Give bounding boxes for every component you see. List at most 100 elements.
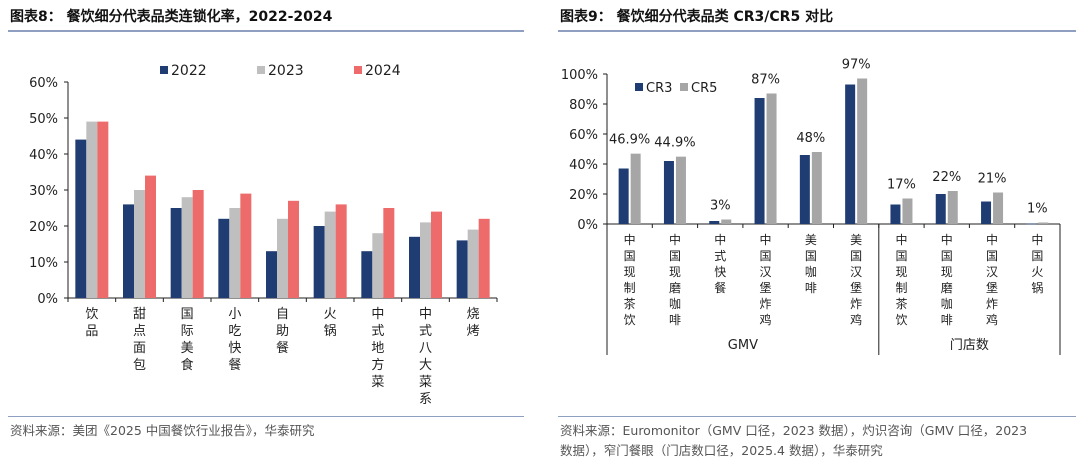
legend-swatch-2024 <box>354 66 362 74</box>
y-tick-label: 40% <box>29 148 58 163</box>
x-tick-label: 饮品 <box>85 307 98 339</box>
x-tick-label: 中国汉堡炸鸡 <box>986 232 998 327</box>
y-tick-label: 100% <box>561 68 598 83</box>
source-note-right: 资料来源：Euromonitor（GMV 口径，2023 数据），灼识咨询（GM… <box>560 423 1028 458</box>
bar-2022-9 <box>456 240 468 298</box>
x-tick-label: 中国汉堡炸鸡 <box>760 232 772 327</box>
bar-2024-9 <box>478 218 490 298</box>
bar-2024-2 <box>145 175 156 298</box>
bar-CR5-3 <box>721 219 732 224</box>
bar-2024-7 <box>383 208 395 298</box>
y-tick-label: 60% <box>29 76 58 91</box>
bar-2022-4 <box>218 218 230 298</box>
bar-2024-8 <box>431 211 442 298</box>
x-tick-label: 小吃快餐 <box>228 307 241 373</box>
data-label: 3% <box>710 199 731 214</box>
source-note-left: 资料来源：美团《2025 中国餐饮行业报告》，华泰研究 <box>10 423 315 438</box>
bar-2022-6 <box>313 226 325 298</box>
y-tick-label: 30% <box>29 184 58 199</box>
data-label: 21% <box>978 172 1007 187</box>
chart-panel-left: 图表8： 餐饮细分代表品类连锁化率，2022-2024 0% 10% 20% 30% 4… <box>0 0 528 465</box>
legend-swatch-CR5 <box>680 83 688 91</box>
bar-2023-4 <box>229 208 241 298</box>
bar-2024-1 <box>97 121 109 298</box>
bar-CR5-4 <box>766 93 777 224</box>
y-tick-label: 20% <box>29 220 58 235</box>
bar-CR5-6 <box>857 78 868 224</box>
bar-2022-2 <box>123 204 134 298</box>
legend-swatch-2022 <box>160 66 168 74</box>
bar-CR5-10 <box>1038 222 1049 224</box>
x-tick-label: 中国现磨咖啡 <box>941 232 953 327</box>
legend-label-CR3: CR3 <box>646 81 672 96</box>
bar-2022-1 <box>75 139 87 298</box>
bar-CR5-5 <box>811 152 822 224</box>
x-tick-label: 中国现制茶饮 <box>624 232 636 327</box>
chart-title-left: 图表8： 餐饮细分代表品类连锁化率，2022-2024 <box>10 9 333 25</box>
x-tick-label: 美国汉堡炸鸡 <box>850 233 862 327</box>
data-label: 46.9% <box>609 133 650 148</box>
bar-2022-3 <box>170 208 182 298</box>
x-tick-label: 中式快餐 <box>714 232 726 295</box>
source-rule-right <box>558 416 1076 417</box>
bar-2024-4 <box>240 193 252 298</box>
data-label: 44.9% <box>654 136 695 151</box>
bar-2022-5 <box>266 251 277 298</box>
source-rule-left <box>8 416 524 417</box>
data-label: 17% <box>887 178 916 193</box>
bar-CR5-1 <box>630 153 641 224</box>
chart-right-svg: 0% 20% 40% 60% 80% 100% 46.9% 中国现制茶饮 44.9% 中国现磨咖啡… <box>561 58 1061 355</box>
y-tick-label: 10% <box>29 256 58 271</box>
legend-label-2024: 2024 <box>365 63 401 79</box>
bar-CR3-1 <box>618 168 629 224</box>
y-tick-label: 60% <box>569 128 598 143</box>
bar-CR3-5 <box>799 155 810 224</box>
bar-2024-5 <box>288 200 299 298</box>
bar-CR3-10 <box>1026 223 1037 225</box>
bar-2023-3 <box>181 197 193 298</box>
chart-panel-right: 图表9： 餐饮细分代表品类 CR3/CR5 对比 0% 20% 40% 60% 80% 1… <box>550 0 1080 465</box>
x-tick-label: 自助餐 <box>276 307 289 356</box>
bar-2024-6 <box>335 204 347 298</box>
bar-2023-8 <box>420 222 431 298</box>
data-label: 48% <box>796 131 825 146</box>
data-label: 22% <box>932 170 961 185</box>
x-tick-label: 美国咖啡 <box>805 233 817 295</box>
bar-2023-7 <box>372 233 384 298</box>
legend-swatch-CR3 <box>635 83 643 91</box>
bar-CR5-9 <box>993 192 1004 224</box>
x-tick-label: 中式八大菜系 <box>419 307 432 407</box>
bar-2023-2 <box>134 190 145 298</box>
legend-label-2023: 2023 <box>268 63 304 79</box>
chart-left-svg: 0% 10% 20% 30% 40% 50% 60% 饮品 甜点面包 国际美食 小吃快餐 自助餐 火锅 中… <box>29 63 498 407</box>
y-tick-label: 80% <box>569 98 598 113</box>
group-label-1: GMV <box>728 338 758 353</box>
y-tick-label: 0% <box>37 292 58 307</box>
data-label: 87% <box>751 73 780 88</box>
x-tick-label: 中式地方菜 <box>371 307 384 390</box>
bar-2023-1 <box>86 121 98 298</box>
bar-CR3-8 <box>935 194 946 224</box>
x-tick-label: 中国现磨咖啡 <box>669 232 681 327</box>
y-tick-label: 0% <box>577 218 598 233</box>
x-tick-label: 中国火锅 <box>1031 232 1043 295</box>
bar-CR3-7 <box>890 204 901 224</box>
legend-label-2022: 2022 <box>171 63 207 79</box>
group-label-2: 门店数 <box>950 338 989 353</box>
chart-title-right: 图表9： 餐饮细分代表品类 CR3/CR5 对比 <box>560 9 834 25</box>
data-label: 1% <box>1027 202 1048 217</box>
legend-swatch-2023 <box>257 66 265 74</box>
x-tick-label: 烧烤 <box>467 307 480 339</box>
x-tick-label: 国际美食 <box>181 307 194 373</box>
y-tick-label: 50% <box>29 112 58 127</box>
bar-CR3-6 <box>845 84 856 224</box>
bar-2023-6 <box>324 211 336 298</box>
legend-label-CR5: CR5 <box>691 81 717 96</box>
bar-CR3-9 <box>981 201 992 224</box>
bar-CR3-3 <box>709 221 720 224</box>
bar-CR3-2 <box>663 161 674 224</box>
bar-CR5-8 <box>947 191 958 224</box>
y-tick-label: 20% <box>569 188 598 203</box>
x-tick-label: 甜点面包 <box>133 306 146 373</box>
bar-2023-5 <box>277 218 288 298</box>
